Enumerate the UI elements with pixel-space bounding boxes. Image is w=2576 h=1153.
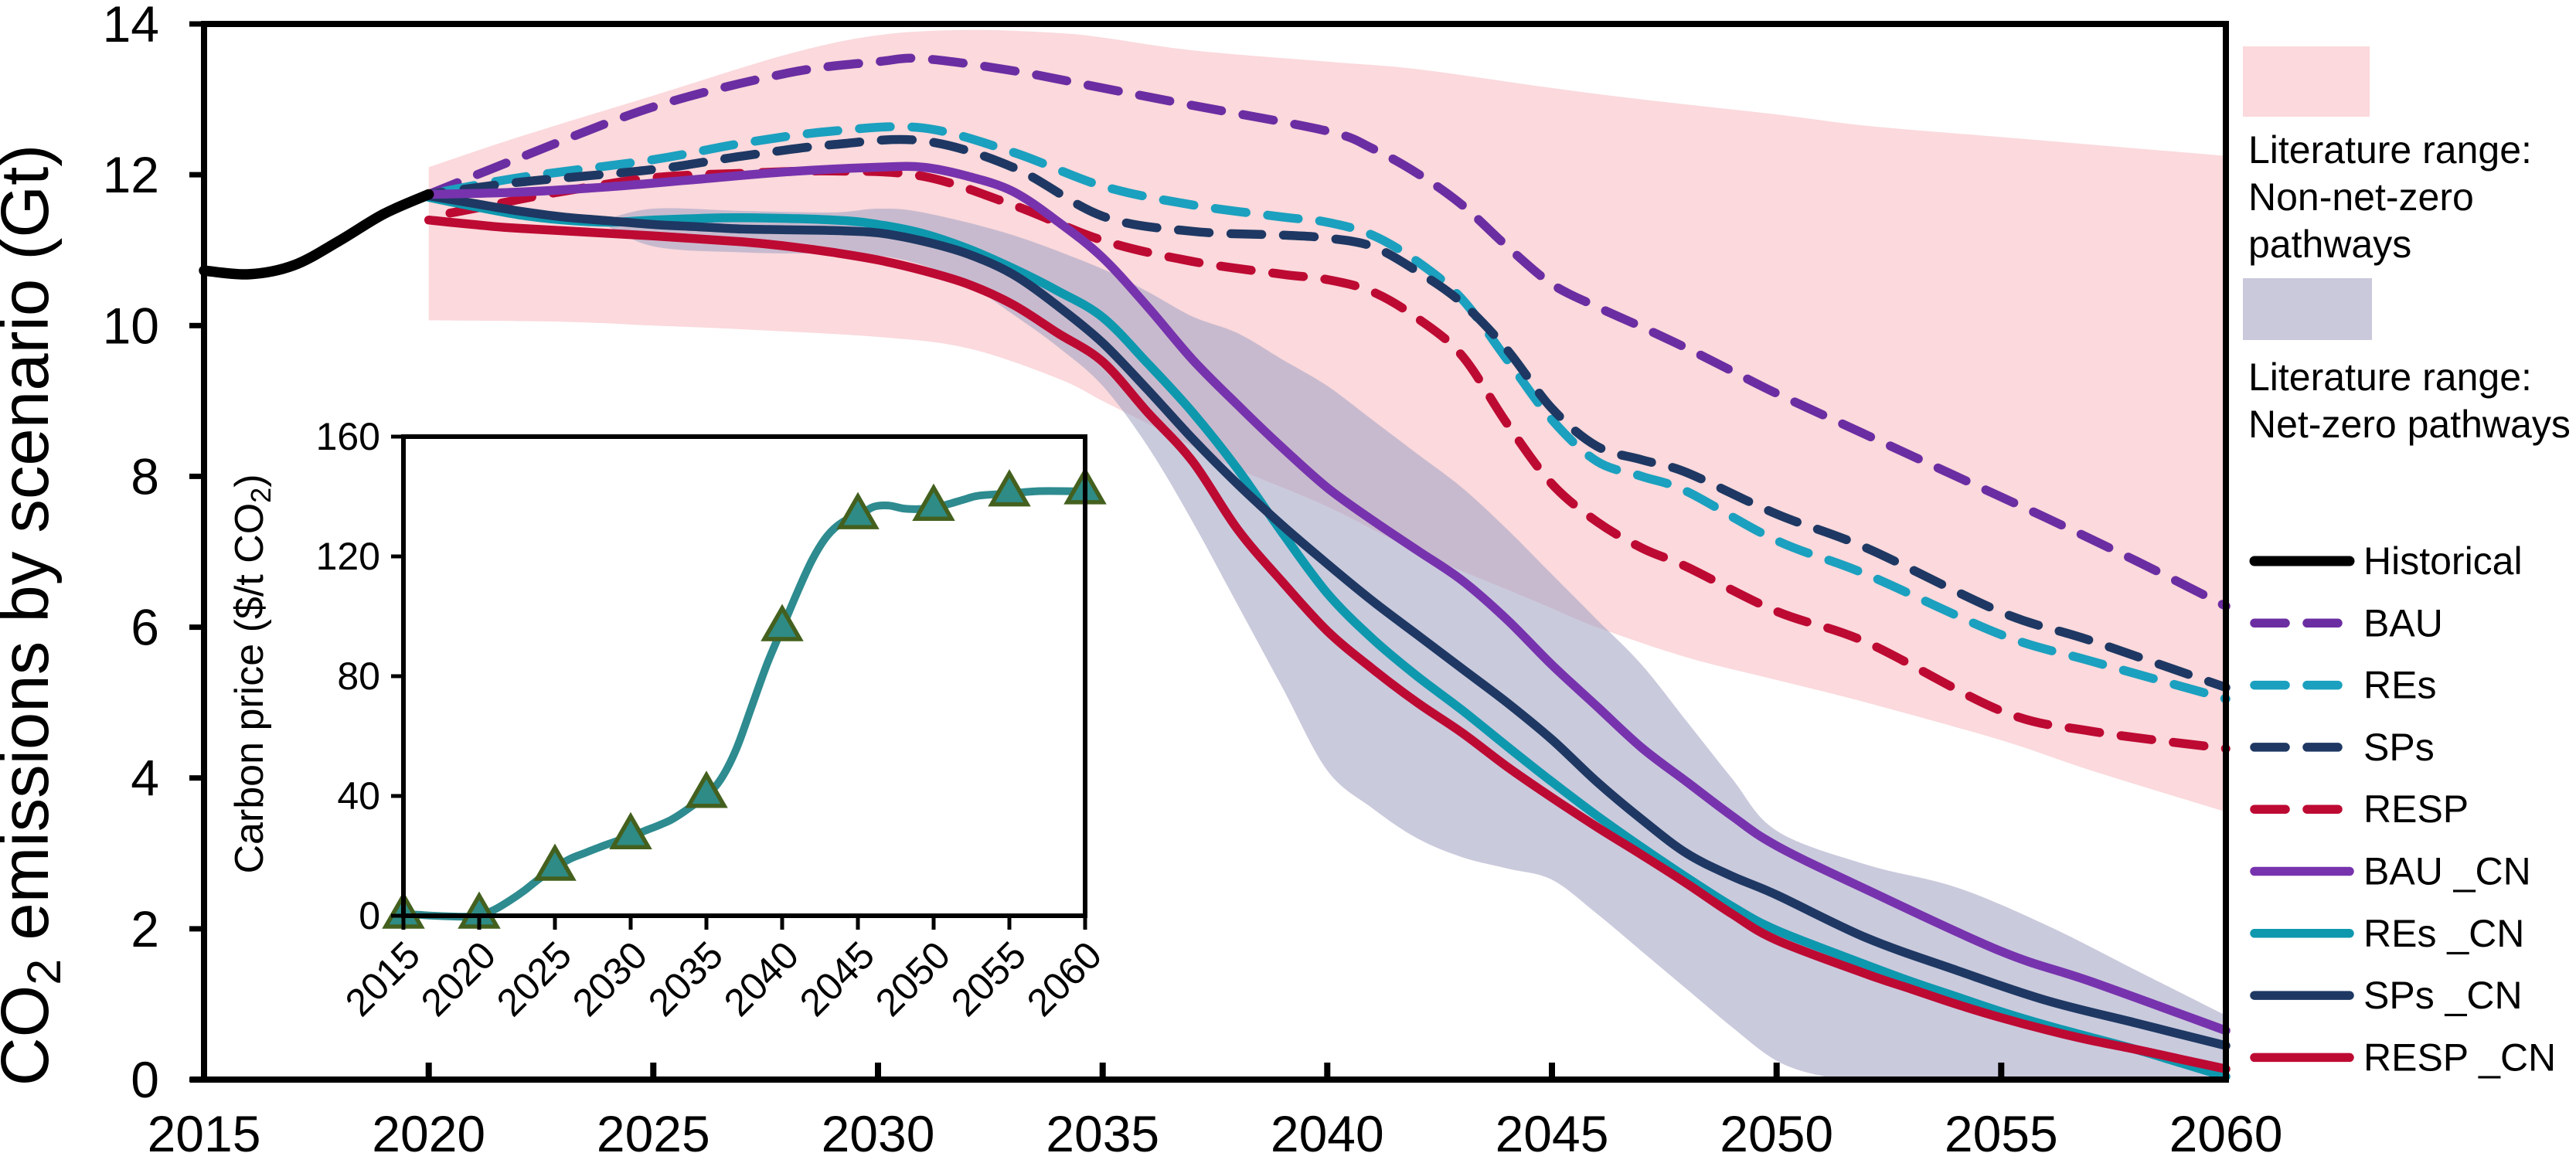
svg-text:160: 160 xyxy=(316,415,380,458)
svg-text:2015: 2015 xyxy=(148,1105,261,1153)
svg-text:BAU _CN: BAU _CN xyxy=(2363,850,2531,893)
svg-text:80: 80 xyxy=(337,655,380,698)
svg-text:REs: REs xyxy=(2363,664,2436,707)
svg-text:0: 0 xyxy=(359,894,380,937)
svg-text:2025: 2025 xyxy=(597,1105,710,1153)
svg-text:2050: 2050 xyxy=(1720,1105,1833,1153)
svg-text:2055: 2055 xyxy=(1945,1105,2058,1153)
svg-text:2060: 2060 xyxy=(2169,1105,2283,1153)
svg-text:CO2 emissions by scenario (Gt): CO2 emissions by scenario (Gt) xyxy=(0,145,70,1086)
svg-text:4: 4 xyxy=(131,750,159,807)
svg-text:12: 12 xyxy=(103,146,159,203)
svg-text:120: 120 xyxy=(316,535,380,578)
svg-text:2045: 2045 xyxy=(1496,1105,1609,1153)
svg-text:40: 40 xyxy=(337,774,380,818)
svg-text:Net-zero pathways: Net-zero pathways xyxy=(2248,403,2571,446)
svg-text:REs _CN: REs _CN xyxy=(2363,912,2524,955)
svg-text:Carbon price ($/t CO2): Carbon price ($/t CO2) xyxy=(227,474,277,873)
svg-text:RESP _CN: RESP _CN xyxy=(2363,1036,2556,1079)
svg-text:BAU: BAU xyxy=(2363,601,2443,645)
svg-text:Historical: Historical xyxy=(2363,539,2523,583)
svg-text:8: 8 xyxy=(131,447,159,505)
svg-text:SPs: SPs xyxy=(2363,726,2435,769)
svg-text:2030: 2030 xyxy=(822,1105,935,1153)
svg-text:pathways: pathways xyxy=(2248,223,2411,266)
svg-text:0: 0 xyxy=(131,1051,159,1108)
svg-text:SPs _CN: SPs _CN xyxy=(2363,974,2523,1017)
svg-text:10: 10 xyxy=(103,297,159,354)
svg-text:Non-net-zero: Non-net-zero xyxy=(2248,175,2474,219)
svg-text:2035: 2035 xyxy=(1046,1105,1159,1153)
svg-text:2020: 2020 xyxy=(372,1105,485,1153)
svg-text:2040: 2040 xyxy=(1271,1105,1384,1153)
svg-text:RESP: RESP xyxy=(2363,787,2469,831)
svg-text:14: 14 xyxy=(103,0,159,53)
svg-text:2: 2 xyxy=(131,900,159,957)
svg-text:Literature range:: Literature range: xyxy=(2248,355,2532,399)
svg-text:Literature range:: Literature range: xyxy=(2248,128,2532,172)
svg-text:6: 6 xyxy=(131,599,159,656)
